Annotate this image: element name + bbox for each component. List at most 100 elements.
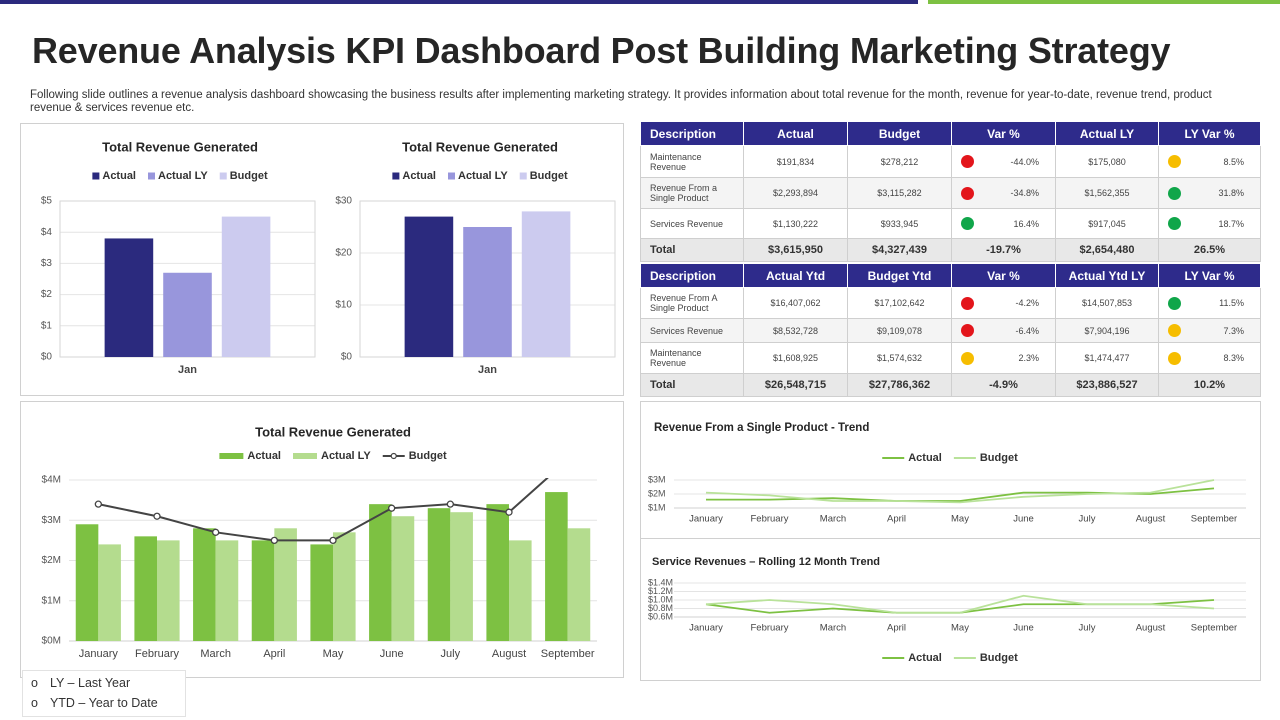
bar bbox=[427, 508, 451, 641]
status-dot bbox=[1168, 155, 1181, 168]
cell-value: 11.5% bbox=[1219, 298, 1244, 308]
x-tick-label: January bbox=[79, 648, 119, 660]
x-tick-label: September bbox=[541, 648, 595, 660]
x-tick-label: September bbox=[1191, 514, 1237, 525]
page-title: Revenue Analysis KPI Dashboard Post Buil… bbox=[32, 30, 1171, 71]
cell-value: 2.3% bbox=[1018, 353, 1039, 363]
status-dot bbox=[961, 217, 974, 230]
legend: Actual Actual LY Budget bbox=[92, 170, 268, 182]
header-row: Description Actual Budget Var % Actual LY LY … bbox=[640, 121, 1261, 146]
x-tick-label: March bbox=[820, 514, 846, 525]
legend-marker bbox=[448, 172, 455, 180]
row-label: Services Revenue bbox=[650, 325, 724, 336]
bar bbox=[310, 544, 333, 641]
legend-label: Actual bbox=[102, 170, 136, 182]
note: o YTD – Year to Date bbox=[23, 695, 185, 711]
line-point bbox=[329, 536, 337, 545]
note-bullet: o bbox=[31, 676, 38, 690]
table-cell: $3,115,282 bbox=[847, 177, 952, 209]
status-dot bbox=[961, 324, 974, 337]
legend-label: Budget bbox=[409, 450, 447, 462]
row-label: Maintenance Revenue bbox=[650, 348, 702, 368]
chart-title: Total Revenue Generated bbox=[255, 424, 411, 439]
bar bbox=[509, 540, 532, 641]
y-tick-label: $3M bbox=[648, 474, 666, 484]
table-cell: Revenue From A Single Product bbox=[640, 287, 744, 319]
x-tick-label: April bbox=[263, 648, 285, 660]
bar bbox=[221, 216, 271, 357]
table-cell: $1,562,355 bbox=[1055, 177, 1159, 209]
x-tick-label: January bbox=[689, 514, 723, 525]
y-tick-label: $0M bbox=[42, 636, 61, 647]
table-row: Maintenance Revenue $1,608,925 $1,574,632 2… bbox=[640, 342, 1261, 374]
cell-value: 8.3% bbox=[1223, 353, 1244, 363]
table-cell: 2.3% bbox=[951, 342, 1056, 374]
table-cell: $14,507,853 bbox=[1055, 287, 1159, 319]
status-cell: 8.3% bbox=[1163, 351, 1256, 365]
cell-value: 8.5% bbox=[1223, 156, 1244, 167]
bar bbox=[75, 524, 99, 641]
table-row: Services Revenue $8,532,728 $9,109,078 -6.4… bbox=[640, 318, 1261, 343]
y-tick-label: $10 bbox=[335, 300, 352, 311]
bar bbox=[391, 516, 415, 641]
x-tick-label: Jan bbox=[478, 364, 497, 376]
cell-value: -44.0% bbox=[1010, 156, 1039, 167]
y-tick-label: $20 bbox=[335, 248, 352, 259]
x-tick-label: May bbox=[951, 514, 969, 525]
legend-label: Actual bbox=[402, 170, 436, 182]
table-cell: $933,945 bbox=[847, 208, 952, 239]
total-row: Total $3,615,950 $4,327,439 -19.7% $2,654,48… bbox=[640, 238, 1261, 262]
bar bbox=[369, 504, 392, 641]
table-cell: 16.4% bbox=[951, 208, 1056, 239]
kpi-table: Description Actual Ytd Budget Ytd Var % Actu… bbox=[640, 263, 1261, 397]
y-tick-label: $0 bbox=[341, 352, 353, 363]
header-row: Description Actual Ytd Budget Ytd Var % Actu… bbox=[640, 263, 1261, 288]
status-cell: -6.4% bbox=[956, 324, 1051, 337]
bar bbox=[251, 540, 275, 641]
x-tick-label: June bbox=[1013, 514, 1034, 525]
legend-label: Actual bbox=[908, 452, 942, 464]
bar bbox=[134, 536, 157, 641]
table-cell: $278,212 bbox=[847, 145, 952, 178]
row-label: Revenue From A Single Product bbox=[650, 293, 718, 313]
legend: Actual Budget bbox=[882, 652, 1018, 664]
bar bbox=[545, 492, 568, 641]
table-cell: 18.7% bbox=[1158, 208, 1261, 239]
line-point bbox=[270, 536, 278, 545]
x-tick-label: February bbox=[135, 648, 180, 660]
series-line bbox=[705, 479, 1215, 504]
column-header: Actual Ytd LY bbox=[1055, 263, 1159, 288]
column-header: Budget bbox=[847, 121, 952, 146]
bar bbox=[157, 540, 180, 641]
legend-label: Budget bbox=[530, 170, 568, 182]
table-cell: $917,045 bbox=[1055, 208, 1159, 239]
legend: Actual Actual LY Budget bbox=[392, 170, 568, 182]
series-line bbox=[705, 594, 1215, 614]
table-cell: $8,532,728 bbox=[743, 318, 848, 343]
legend-label: Actual LY bbox=[321, 450, 371, 462]
bar bbox=[404, 216, 454, 357]
table-cell: 7.3% bbox=[1158, 318, 1261, 343]
table-cell: $1,130,222 bbox=[743, 208, 848, 239]
x-tick-label: July bbox=[1079, 514, 1096, 525]
table-cell: -44.0% bbox=[951, 145, 1056, 178]
table-cell: Maintenance Revenue bbox=[640, 145, 744, 178]
line-point bbox=[94, 500, 102, 508]
cell-value: 7.3% bbox=[1223, 325, 1244, 336]
legend-label: Budget bbox=[230, 170, 268, 182]
cell-value: -6.4% bbox=[1015, 325, 1039, 336]
legend-marker bbox=[92, 172, 100, 180]
legend-marker-dot bbox=[390, 452, 397, 460]
status-dot bbox=[1168, 217, 1181, 230]
table-cell: Services Revenue bbox=[640, 318, 744, 343]
line-point bbox=[505, 508, 513, 516]
table-row: Revenue From a Single Product $2,293,894 $… bbox=[640, 177, 1261, 209]
table-row: Maintenance Revenue $191,834 $278,212 -44.0… bbox=[640, 145, 1261, 178]
legend-label: Budget bbox=[980, 652, 1018, 664]
bar bbox=[193, 528, 216, 641]
y-tick-label: $1.0M bbox=[648, 594, 673, 604]
status-cell: -44.0% bbox=[956, 155, 1051, 168]
total-cell: $27,786,362 bbox=[847, 373, 952, 397]
total-cell: $23,886,527 bbox=[1055, 373, 1159, 397]
y-tick-label: $2M bbox=[648, 488, 666, 498]
